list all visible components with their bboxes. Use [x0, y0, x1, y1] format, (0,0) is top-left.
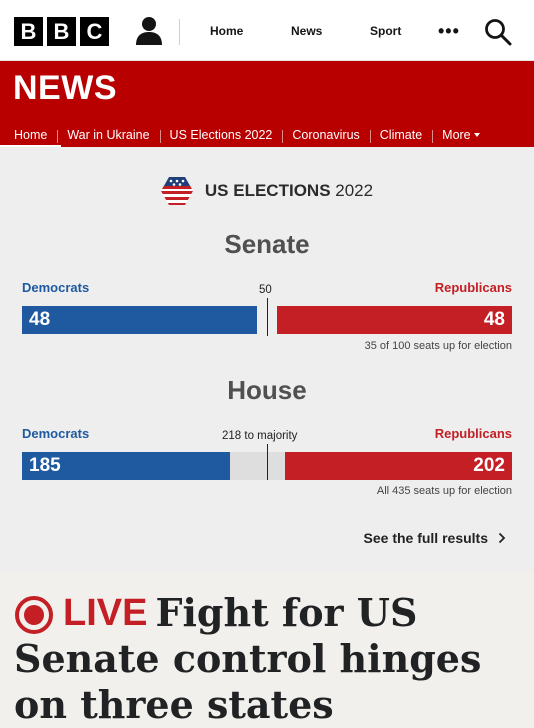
- logo-letter-b2: B: [47, 17, 76, 46]
- elections-badge-icon: [160, 177, 193, 205]
- topnav-sport[interactable]: Sport: [370, 24, 402, 38]
- live-badge: LIVE: [14, 590, 155, 636]
- us-elections-widget[interactable]: US ELECTIONS 2022 Senate Democrats Repub…: [0, 147, 534, 572]
- logo-letter-b1: B: [14, 17, 43, 46]
- more-icon[interactable]: •••: [438, 21, 460, 41]
- chevron-right-icon: [498, 532, 506, 544]
- see-full-results-label: See the full results: [363, 530, 488, 546]
- news-nav-coronavirus[interactable]: Coronavirus: [282, 128, 369, 143]
- elections-title: US ELECTIONS 2022: [205, 181, 373, 201]
- house-title: House: [227, 375, 307, 405]
- senate-democrats-bar: 48: [22, 306, 257, 334]
- news-nav-more[interactable]: More: [432, 127, 489, 143]
- senate-title: Senate: [224, 229, 310, 259]
- elections-header: US ELECTIONS 2022: [0, 177, 534, 205]
- house-democrats-bar: 185: [22, 452, 230, 480]
- news-nav-war-in-ukraine[interactable]: War in Ukraine: [57, 128, 159, 143]
- senate-democrats-label: Democrats: [22, 280, 90, 295]
- live-icon: [15, 595, 53, 634]
- bbc-top-bar: B B C Home News Sport •••: [0, 0, 534, 61]
- news-banner: NEWS Home War in Ukraine US Elections 20…: [0, 61, 534, 148]
- senate-republicans-bar: 48: [277, 306, 512, 334]
- live-label: LIVE: [63, 592, 148, 634]
- logo-letter-c: C: [80, 17, 109, 46]
- elections-title-year: 2022: [335, 181, 374, 200]
- chevron-down-icon: [473, 133, 480, 138]
- topnav-home[interactable]: Home: [210, 24, 244, 38]
- news-nav-more-label: More: [442, 127, 471, 142]
- search-icon[interactable]: [484, 18, 512, 46]
- topnav-news[interactable]: News: [291, 24, 323, 38]
- account-icon[interactable]: [135, 16, 163, 46]
- news-nav-home[interactable]: Home: [0, 128, 62, 148]
- news-section-title[interactable]: NEWS: [13, 69, 117, 107]
- see-full-results-link[interactable]: See the full results: [364, 530, 506, 546]
- senate-majority-label: 50: [259, 284, 272, 296]
- senate-majority-line: [267, 298, 268, 336]
- topbar-divider: [179, 19, 180, 45]
- house-majority-label: 218 to majority: [222, 430, 298, 442]
- bbc-logo[interactable]: B B C: [14, 17, 109, 46]
- headline-text: Fight for US Senate control hinges on th…: [14, 590, 482, 727]
- news-nav: Home War in Ukraine US Elections 2022 Co…: [0, 122, 490, 148]
- house-republicans-bar: 202: [285, 452, 512, 480]
- house-majority-line: [267, 444, 268, 480]
- news-nav-climate[interactable]: Climate: [369, 128, 432, 143]
- top-story[interactable]: LIVE Fight for US Senate control hinges …: [0, 572, 534, 728]
- house-democrats-label: Democrats: [22, 426, 90, 441]
- senate-republicans-label: Republicans: [434, 280, 512, 295]
- elections-title-bold: US ELECTIONS: [204, 181, 331, 200]
- news-nav-us-elections[interactable]: US Elections 2022: [159, 128, 283, 143]
- top-story-headline[interactable]: LIVE Fight for US Senate control hinges …: [14, 590, 524, 728]
- house-republicans-label: Republicans: [434, 426, 512, 441]
- house-seats-note: All 435 seats up for election: [376, 485, 512, 497]
- senate-seats-note: 35 of 100 seats up for election: [364, 340, 512, 352]
